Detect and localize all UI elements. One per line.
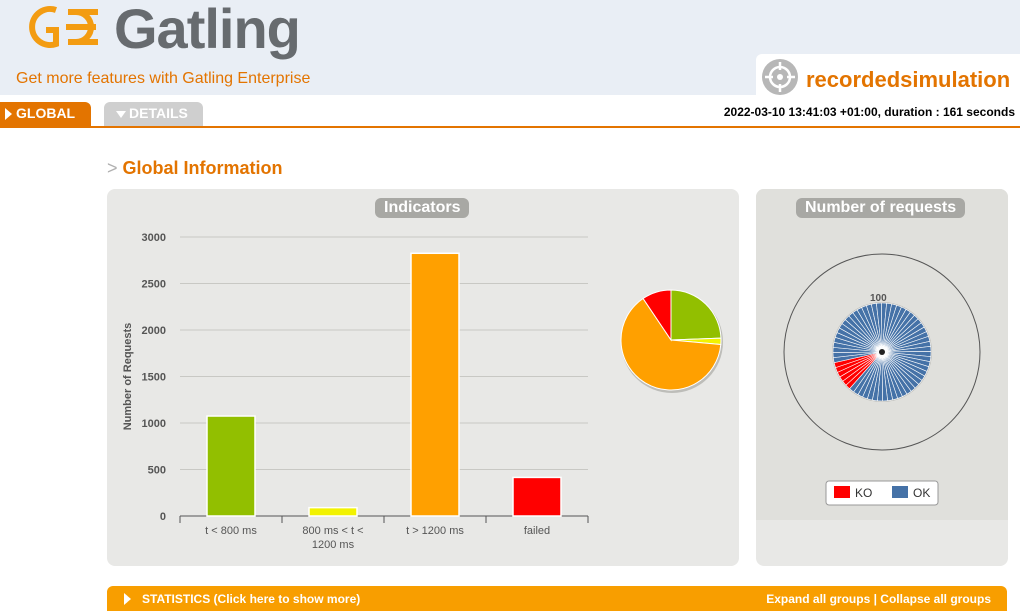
section-title-text: Global Information (122, 158, 283, 178)
statistics-bar[interactable]: STATISTICS (Click here to show more) Exp… (107, 586, 1007, 611)
expand-all-groups-link[interactable]: Expand all groups (766, 592, 871, 606)
x-tick-label: 1200 ms (312, 539, 355, 551)
triangle-right-icon (5, 108, 12, 120)
legend-swatch-ko (834, 486, 850, 498)
requests-panel: Number of requests 100 KO OK (756, 189, 1008, 566)
run-info: 2022-03-10 13:41:03 +01:00, duration : 1… (723, 105, 1015, 119)
pie-slice (620, 297, 722, 391)
tab-global[interactable]: GLOBAL (0, 102, 91, 126)
indicators-chart: 0 500 1000 1500 2000 2500 3000 Number of Reques… (122, 232, 723, 551)
legend-swatch-ok (892, 486, 908, 498)
x-tick-label: t < 800 ms (205, 525, 257, 537)
ok-spoke (849, 351, 883, 393)
group-link-separator: | (873, 592, 877, 606)
section-marker: > (107, 158, 118, 178)
indicators-title: Indicators (375, 198, 470, 218)
simulation-name: recordedsimulation (806, 67, 1011, 92)
y-tick-label: 0 (160, 511, 166, 523)
y-tick-label: 1500 (142, 372, 166, 384)
bar (512, 476, 562, 517)
pie-slice (670, 289, 722, 341)
header: Gatling Get more features with Gatling E… (0, 0, 1020, 95)
triangle-down-icon (116, 111, 126, 118)
tab-details-label: DETAILS (129, 105, 188, 121)
tab-global-label: GLOBAL (16, 105, 76, 121)
group-controls: Expand all groups | Collapse all groups (766, 592, 991, 606)
triangle-right-icon (124, 593, 131, 605)
gatling-logo[interactable]: Gatling (26, 0, 301, 60)
y-tick-label: 1000 (142, 418, 166, 430)
y-tick-label: 500 (148, 465, 166, 477)
legend-label-ko: KO (855, 486, 872, 500)
brand-name: Gatling (114, 0, 301, 60)
radial-tick-label: 100 (870, 293, 887, 304)
y-axis-label: Number of Requests (122, 323, 134, 431)
statistics-label[interactable]: STATISTICS (Click here to show more) (142, 592, 361, 606)
simulation-header: recordedsimulation (756, 54, 1020, 95)
indicators-panel: Indicators 0 500 1000 1500 2000 2500 3000 Numbe… (107, 189, 739, 566)
bar (206, 415, 256, 517)
enterprise-link[interactable]: Get more features with Gatling Enterpris… (16, 70, 311, 87)
pie-slice (642, 289, 672, 342)
x-tick-label: 800 ms < t < (302, 525, 363, 537)
bar (308, 506, 358, 517)
requests-title: Number of requests (796, 198, 966, 218)
tab-details[interactable]: DETAILS (104, 102, 203, 126)
requests-chart: 100 KO OK (783, 253, 981, 506)
legend-box (825, 480, 939, 506)
target-icon (762, 59, 798, 95)
tabs-bar: GLOBAL DETAILS 2022-03-10 13:41:03 +01:0… (0, 95, 1020, 128)
bar (410, 252, 460, 517)
y-tick-label: 2500 (142, 279, 166, 291)
y-tick-label: 2000 (142, 325, 166, 337)
section-title: > Global Information (107, 158, 283, 179)
gatling-logo-mark-icon (29, 6, 98, 48)
x-tick-label: failed (524, 525, 550, 537)
y-tick-label: 3000 (142, 232, 166, 244)
legend-label-ok: OK (913, 486, 930, 500)
x-tick-label: t > 1200 ms (406, 525, 464, 537)
radial-center (879, 349, 885, 355)
collapse-all-groups-link[interactable]: Collapse all groups (880, 592, 991, 606)
radial-outer-circle (783, 253, 981, 451)
